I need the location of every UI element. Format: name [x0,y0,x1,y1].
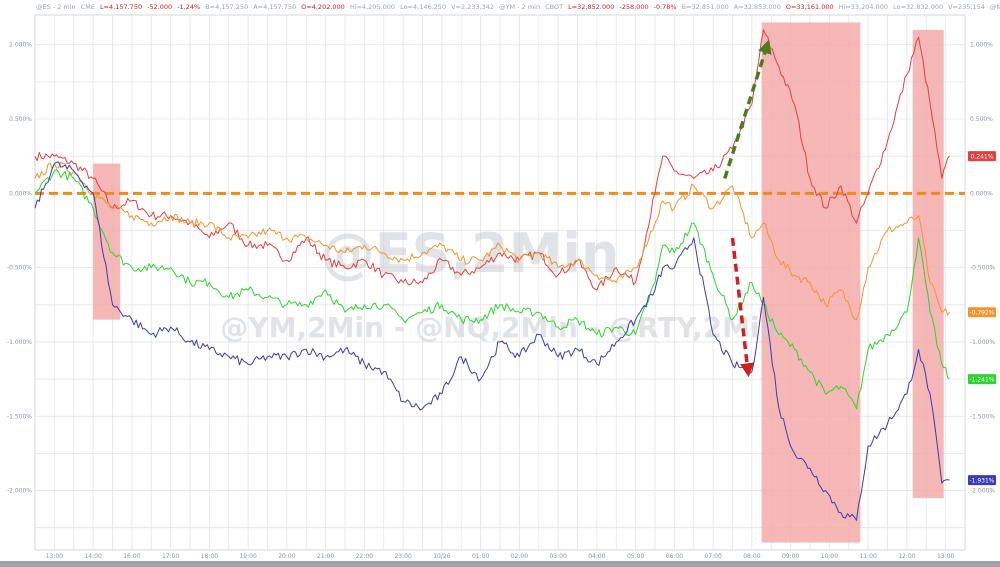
header-item: CME [81,3,95,11]
x-tick-label: 05:00 [627,553,644,560]
x-tick-label: 11:00 [859,553,876,560]
last-value-label-nq: -1.931% [969,477,994,484]
watermark: @ES,2Min @YM,2Min - @NQ,2Min - @RTY,2Min [220,222,779,344]
header-item: @ES - 2 min [36,3,76,11]
header-item: B=4,157.250 [205,3,248,11]
series-line-ym [34,161,950,321]
header-item: Hi=4,205.000 [350,3,395,11]
x-tick-label: 10/26 [433,553,450,560]
x-tick-label: 01:00 [472,553,489,560]
x-tick-label: 16:00 [123,553,140,560]
x-tick-label: 20:00 [278,553,295,560]
x-axis: 13:00 14:00 16:00 17:00 18:00 19:00 20:00 21:00… [0,553,1000,567]
x-tick-label: 04:00 [588,553,605,560]
last-value-label-rty: -1.241% [969,376,994,383]
y-tick-label-right: 0.500% [970,116,993,123]
header-item: Lo=4,146.250 [400,3,446,11]
x-tick-label: 13:00 [937,553,954,560]
y-tick-label-right: -2.000% [970,488,995,495]
y-axis-right: 1.000% 0.500% 0.000% -0.500% -1.000% -1.500% -… [970,42,995,495]
y-tick-label-left: 0.500% [9,116,32,123]
x-tick-label: 03:00 [549,553,566,560]
last-value-badge-es [968,151,996,162]
x-tick-label: 12:00 [898,553,915,560]
x-tick-label: 09:00 [782,553,799,560]
watermark-line-2: @YM,2Min - @NQ,2Min - @RTY,2Min [220,311,779,344]
x-tick-label: 18:00 [201,553,218,560]
x-tick-label: 06:00 [666,553,683,560]
header-item: Hi=33,204.000 [839,3,888,11]
y-tick-label-left: -1.500% [7,413,32,420]
header-item: -52.000 [147,3,172,11]
x-tick-label: 14:00 [84,553,101,560]
header-item: B=32,851.000 [682,3,729,11]
y-tick-label-right: -0.500% [970,265,995,272]
header-item: O=4,202.000 [301,3,345,11]
x-tick-label: 21:00 [317,553,334,560]
header-item: @YM - 2 min [499,3,540,11]
x-tick-label: 22:00 [356,553,373,560]
x-tick-label: 10:00 [821,553,838,560]
header-item: -258.000 [619,3,648,11]
y-tick-label-left: 0.000% [9,190,32,197]
y-tick-label-left: -1.000% [7,339,32,346]
header-item: A=32,853.000 [734,3,781,11]
x-tick-label: 02:00 [511,553,528,560]
green-arrow [723,39,772,180]
red-arrow [730,237,754,378]
y-tick-label-right: 0.000% [970,190,993,197]
last-value-label-es: 0.241% [971,153,994,160]
x-tick-label: 17:00 [162,553,179,560]
header-item: Lo=32,832.000 [893,3,943,11]
y-tick-label-right: -1.500% [970,413,995,420]
x-tick-label: 19:00 [239,553,256,560]
x-tick-label: 07:00 [704,553,721,560]
highlight-region [912,29,944,498]
x-tick-label: 23:00 [394,553,411,560]
y-tick-label-left: -2.000% [7,488,32,495]
bottom-scrollbar [0,561,1000,567]
x-tick-label: 13:00 [46,553,63,560]
last-value-badge-ym [968,307,996,318]
y-axis-left: 1.000% 0.500% 0.000% -0.500% -1.000% -1.500% -… [7,42,32,495]
header-item: -0.78% [654,3,677,11]
header-item: O=33,161.000 [786,3,834,11]
last-value-label-ym: -0.792% [969,309,994,316]
y-tick-label-right: -1.000% [970,339,995,346]
header-quote-line: @ES - 2 min CME L=4,157.750 -52.000 -1.24% B=… [36,3,1000,11]
y-tick-label-left: -0.500% [7,265,32,272]
x-tick-label: 08:00 [743,553,760,560]
last-value-labels: 0.241% -0.792% -1.241% -1.931% [968,151,996,486]
header-item: -1.24% [177,3,200,11]
y-tick-label-left: 1.000% [9,42,32,49]
watermark-line-1: @ES,2Min [321,222,620,285]
header-item: V=235,154 [948,3,985,11]
series-line-rty [34,169,950,410]
header-item: L=32,852.000 [568,3,614,11]
y-tick-label-right: 1.000% [970,42,993,49]
last-value-badge-rty [968,374,996,385]
annotation-arrows [723,39,772,378]
header-item: CBOT [545,3,563,11]
header-item: A=4,157.750 [253,3,296,11]
header-item: V=2,233,342 [451,3,494,11]
highlight-region [761,22,861,543]
series-lines [34,29,950,521]
series-line-nq [34,161,950,521]
last-value-badge-nq [968,475,996,486]
header-item: @NQ - 2 min [990,3,1000,11]
highlight-regions [93,22,944,543]
header-item: L=4,157.750 [100,3,142,11]
